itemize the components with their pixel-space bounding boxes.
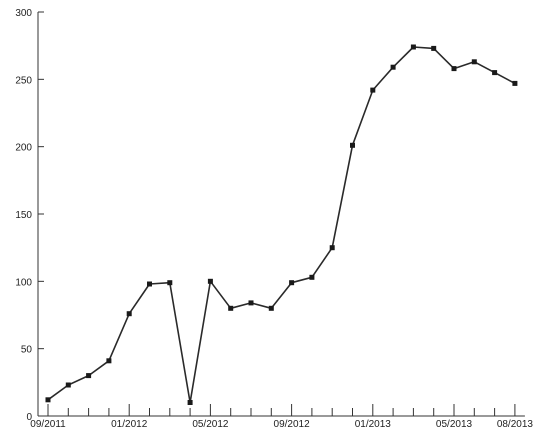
y-tick-label: 100 [15,277,32,288]
data-point [370,87,376,93]
x-axis: 09/2011 01/2012 05/2012 09/2012 01/2013 05/20… [30,404,533,430]
data-point [431,45,437,51]
x-tick-label: 05/2013 [436,419,473,430]
data-point [329,245,335,251]
y-tick-label: 150 [15,210,32,221]
data-point [350,142,355,148]
data-point [268,305,274,311]
data-point [207,278,213,284]
data-point [86,373,92,379]
data-point [126,311,132,317]
data-point [106,358,112,364]
x-tick-label: 09/2012 [274,419,311,430]
data-point [451,66,457,72]
data-point [289,280,295,286]
data-point [390,64,396,70]
data-point [65,382,71,388]
data-point [309,274,315,280]
data-point [471,59,477,65]
x-tick-label: 01/2013 [355,419,392,430]
y-tick-label: 0 [26,412,32,423]
data-point [512,80,518,86]
x-tick-label: 05/2012 [192,419,229,430]
plot-area [45,44,518,405]
y-tick-label: 300 [15,8,32,19]
series-line [47,46,516,404]
data-point [45,397,51,403]
y-axis: 0 50 100 150 200 250 300 [15,8,44,423]
y-tick-label: 250 [15,75,32,86]
data-point [167,280,173,286]
data-point [187,400,193,405]
x-tick-label: 09/2011 [30,419,66,430]
y-tick-label: 200 [15,143,32,154]
data-point [228,305,234,311]
data-point [492,70,498,76]
data-point [410,44,416,50]
x-tick-label: 01/2012 [111,419,148,430]
data-point [248,300,254,306]
x-tick-label: 08/2013 [497,419,534,430]
data-point [147,281,152,287]
y-tick-label: 50 [21,345,33,356]
